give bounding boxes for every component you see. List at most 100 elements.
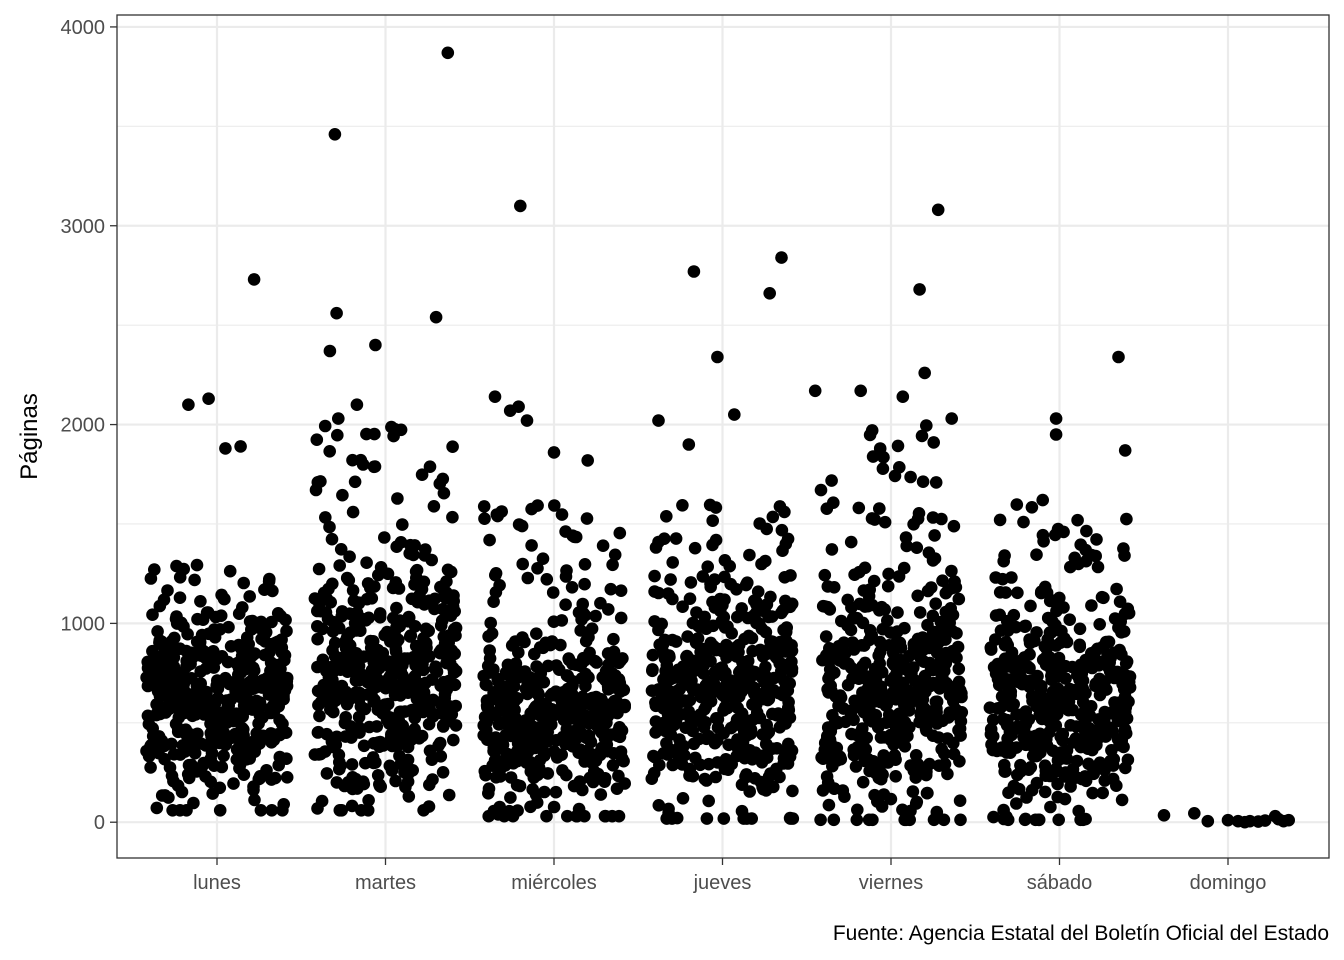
data-point <box>679 721 692 734</box>
data-point <box>919 762 933 776</box>
data-point <box>921 584 935 598</box>
data-point <box>263 572 276 586</box>
data-point <box>676 499 689 512</box>
data-point <box>754 600 767 613</box>
data-point <box>987 810 1000 824</box>
data-point <box>585 622 599 635</box>
data-point <box>704 636 718 650</box>
data-point <box>741 654 755 668</box>
data-point <box>1121 753 1135 767</box>
data-point <box>401 652 414 665</box>
data-point <box>941 583 955 597</box>
y-tick-label: 0 <box>94 812 105 834</box>
data-point <box>1039 658 1053 671</box>
data-point <box>432 739 445 752</box>
data-point <box>1058 792 1072 806</box>
data-point <box>902 684 915 697</box>
data-point <box>660 659 674 672</box>
data-point <box>223 564 237 578</box>
data-point <box>750 706 764 719</box>
data-point <box>898 813 911 827</box>
data-point <box>230 753 244 766</box>
data-point <box>994 624 1008 637</box>
data-point <box>684 576 698 589</box>
data-point <box>537 675 551 689</box>
data-point <box>150 681 163 694</box>
data-point <box>608 548 622 562</box>
data-point <box>613 730 627 744</box>
data-point <box>332 412 345 425</box>
data-point <box>852 501 866 515</box>
data-point <box>702 794 715 808</box>
data-point <box>171 722 185 735</box>
data-point <box>415 468 429 482</box>
data-point <box>393 749 406 763</box>
data-point <box>1024 599 1037 613</box>
data-point <box>1018 620 1032 633</box>
data-point <box>478 764 492 778</box>
data-point <box>808 384 822 398</box>
data-point <box>579 634 593 648</box>
data-point <box>921 618 934 632</box>
data-point <box>723 559 736 573</box>
data-point <box>878 603 891 616</box>
data-point <box>607 645 621 659</box>
data-point <box>904 804 917 818</box>
data-point <box>572 802 586 816</box>
data-point <box>888 684 901 698</box>
data-point <box>1096 786 1109 800</box>
data-point <box>349 667 363 680</box>
data-point <box>783 811 797 825</box>
data-point <box>1030 776 1044 790</box>
data-point <box>1037 535 1050 548</box>
data-point <box>863 697 876 711</box>
data-point <box>266 685 280 698</box>
data-point <box>1123 670 1137 683</box>
data-point <box>494 770 507 783</box>
data-point <box>318 419 332 433</box>
data-point <box>195 628 209 642</box>
data-point <box>1120 512 1133 526</box>
data-point <box>513 779 527 793</box>
data-point <box>814 483 828 497</box>
data-point <box>559 598 572 611</box>
data-point <box>652 535 665 549</box>
data-point <box>252 621 265 634</box>
data-point <box>335 804 349 817</box>
data-point <box>1089 549 1102 563</box>
data-point <box>848 568 861 581</box>
data-point <box>941 767 954 781</box>
data-point <box>877 788 891 801</box>
data-point <box>419 622 433 636</box>
data-point <box>678 749 691 762</box>
data-point <box>561 682 574 696</box>
data-point <box>576 690 589 704</box>
data-point <box>346 782 359 796</box>
data-point <box>1050 604 1063 618</box>
data-point <box>683 693 697 707</box>
data-point <box>833 689 847 702</box>
data-point <box>190 699 204 712</box>
data-point <box>374 735 387 749</box>
data-point <box>955 690 968 704</box>
data-point <box>947 736 960 750</box>
data-point <box>367 678 380 691</box>
data-point <box>437 486 451 500</box>
data-point <box>310 433 324 447</box>
data-point <box>614 584 628 597</box>
data-point <box>207 661 221 674</box>
data-point <box>820 502 834 515</box>
data-point <box>764 767 777 780</box>
data-point <box>170 559 183 573</box>
data-point <box>755 756 769 769</box>
data-point <box>223 677 236 691</box>
data-point <box>827 755 841 768</box>
data-point <box>273 728 287 742</box>
data-point <box>673 683 686 696</box>
data-point <box>1073 640 1087 654</box>
data-point <box>837 702 850 715</box>
data-point <box>141 655 154 669</box>
data-point <box>325 532 339 546</box>
data-point <box>516 718 530 731</box>
data-point <box>1118 549 1131 562</box>
